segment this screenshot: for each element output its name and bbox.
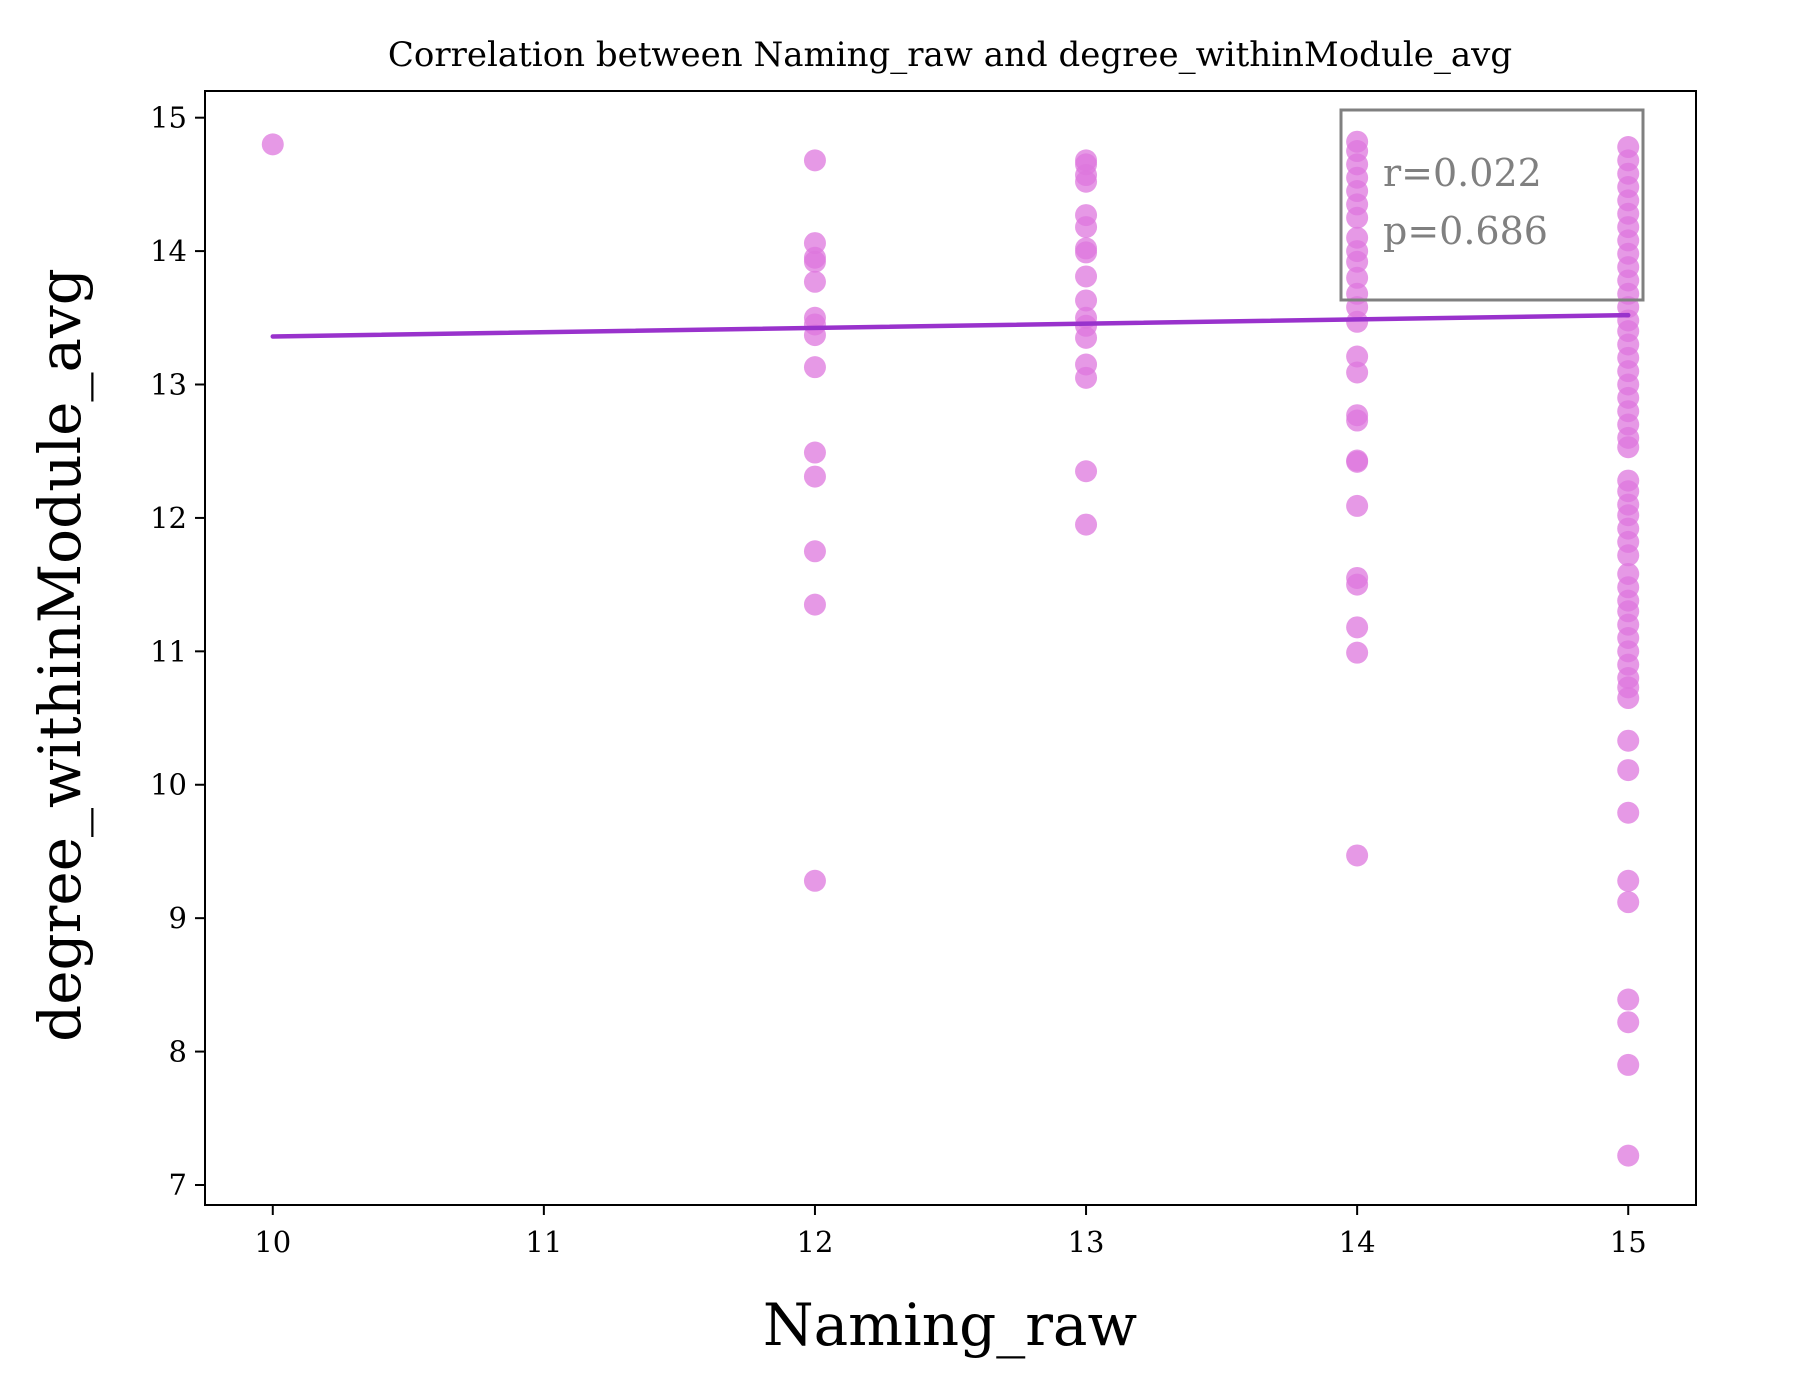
data-point [803, 356, 826, 379]
data-point [1617, 869, 1640, 892]
data-point [1075, 241, 1098, 264]
data-point [261, 133, 284, 156]
y-tick-label: 8 [169, 1035, 187, 1069]
r-value-text: r=0.022 [1383, 151, 1542, 195]
stats-box [1339, 108, 1645, 302]
data-point [1346, 450, 1369, 473]
x-tick-label: 11 [525, 1225, 562, 1259]
data-point [1617, 729, 1640, 752]
data-point [1075, 326, 1098, 349]
data-point [803, 250, 826, 273]
data-point [1346, 310, 1369, 333]
data-point [1346, 844, 1369, 867]
y-tick-label: 13 [150, 368, 187, 402]
data-point [1346, 616, 1369, 639]
y-tick-label: 14 [150, 234, 187, 268]
regression-line [270, 312, 1631, 339]
data-point [1617, 1011, 1640, 1034]
data-point [1075, 170, 1098, 193]
data-point [1346, 573, 1369, 596]
p-value-text: p=0.686 [1383, 209, 1548, 253]
data-point [1346, 409, 1369, 432]
data-point [803, 593, 826, 616]
y-axis-label: degree_withinModule_avg [26, 268, 94, 1042]
x-tick-label: 15 [1610, 1225, 1647, 1259]
x-tick-label: 14 [1339, 1225, 1376, 1259]
y-tick-label: 7 [169, 1168, 187, 1202]
data-point [1617, 988, 1640, 1011]
data-point [1617, 436, 1640, 459]
regression-line-group [270, 312, 1631, 339]
data-point [1617, 1053, 1640, 1076]
data-point [803, 149, 826, 172]
data-point [1617, 801, 1640, 824]
data-point [1075, 460, 1098, 483]
y-tick-label: 10 [150, 768, 187, 802]
data-point [1617, 891, 1640, 914]
data-point [803, 441, 826, 464]
data-point [1346, 641, 1369, 664]
y-axis-ticks: 7 8 9 10 11 12 13 14 15 [150, 101, 205, 1202]
data-point [1617, 687, 1640, 710]
x-tick-label: 12 [797, 1225, 834, 1259]
y-tick-label: 9 [169, 901, 187, 935]
y-tick-label: 11 [150, 634, 187, 668]
data-point [1075, 265, 1098, 288]
data-point [1346, 250, 1369, 273]
data-point [803, 270, 826, 293]
chart-title: Correlation between Naming_raw and degre… [388, 35, 1512, 75]
data-point [1075, 289, 1098, 312]
data-point [803, 869, 826, 892]
data-point [803, 540, 826, 563]
data-point [1617, 544, 1640, 567]
data-point [1617, 759, 1640, 782]
data-point [1346, 494, 1369, 517]
data-point [1346, 206, 1369, 229]
data-point [1346, 361, 1369, 384]
data-point [803, 465, 826, 488]
data-point [1075, 366, 1098, 389]
data-point [1617, 1144, 1640, 1167]
x-tick-label: 13 [1068, 1225, 1105, 1259]
data-point [1075, 513, 1098, 536]
data-point [1346, 266, 1369, 289]
x-axis-ticks: 10 11 12 13 14 15 [254, 1205, 1647, 1259]
y-tick-label: 15 [150, 101, 187, 135]
stats-annotation: r=0.022 p=0.686 [1339, 108, 1645, 302]
x-tick-label: 10 [254, 1225, 291, 1259]
y-tick-label: 12 [150, 501, 187, 535]
data-point [1075, 216, 1098, 239]
data-point [1346, 345, 1369, 368]
x-axis-label: Naming_raw [763, 1291, 1137, 1359]
plot-frame [204, 90, 1697, 1206]
